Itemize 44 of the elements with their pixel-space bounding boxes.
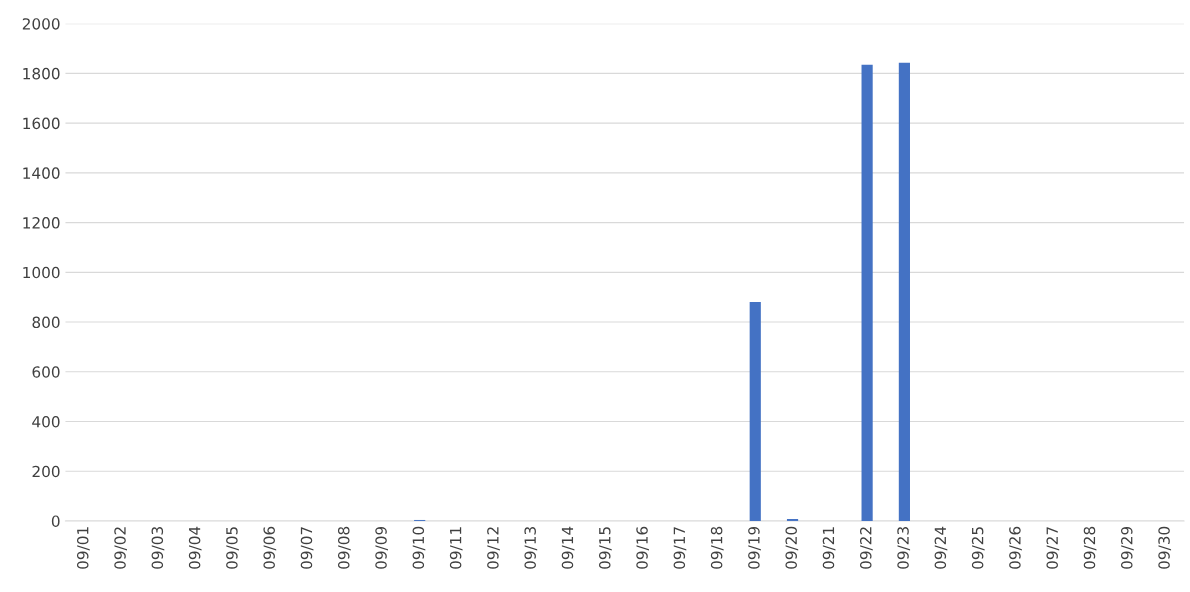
y-tick-label: 200 [32,465,60,478]
x-tick-label: 09/23 [897,527,911,569]
x-tick-label: 09/06 [263,526,277,569]
x-tick-label: 09/07 [300,527,314,569]
y-tick-label: 1800 [23,67,60,80]
x-tick-label: 09/21 [822,527,836,569]
x-tick-label: 09/20 [785,526,799,569]
x-tick-label: 09/04 [188,526,202,569]
x-tick-label: 09/13 [524,527,538,569]
y-tick-label: 2000 [22,18,60,30]
x-tick-label: 09/27 [1046,527,1060,569]
y-tick-label: 800 [32,316,60,329]
x-tick-label: 09/10 [412,526,426,569]
x-tick-label: 09/16 [636,526,650,569]
x-tick-label: 09/12 [487,527,500,569]
x-tick-label: 09/15 [598,527,612,569]
y-tick-label: 1600 [23,117,60,130]
bar [861,64,873,521]
x-tick-label: 09/01 [76,527,90,569]
x-tick-label: 09/22 [859,527,873,569]
x-tick-label: 09/19 [748,526,761,569]
x-tick-label: 09/17 [673,527,687,569]
y-tick-label: 1000 [23,266,60,279]
y-tick-label: 1400 [23,167,60,179]
x-tick-label: 09/09 [375,526,389,569]
x-tick-label: 09/30 [1158,526,1172,569]
y-tick-label: 600 [32,366,60,378]
x-tick-label: 09/08 [337,526,351,569]
x-tick-label: 09/26 [1009,526,1022,569]
x-tick-label: 09/14 [561,526,575,569]
x-tick-label: 09/18 [710,526,724,569]
x-tick-label: 09/05 [226,527,239,569]
x-tick-label: 09/28 [1083,526,1097,569]
x-tick-label: 09/24 [934,526,948,569]
x-tick-label: 09/25 [971,527,985,569]
x-tick-label: 09/11 [449,527,463,569]
x-tick-label: 09/03 [151,527,165,569]
x-tick-label: 09/02 [114,527,128,569]
y-tick-label: 400 [32,415,60,428]
x-tick-label: 09/29 [1121,526,1134,569]
y-tick-label: 1200 [23,217,60,229]
bar [749,301,761,521]
y-tick-label: 0 [51,515,60,527]
bar [898,62,910,521]
